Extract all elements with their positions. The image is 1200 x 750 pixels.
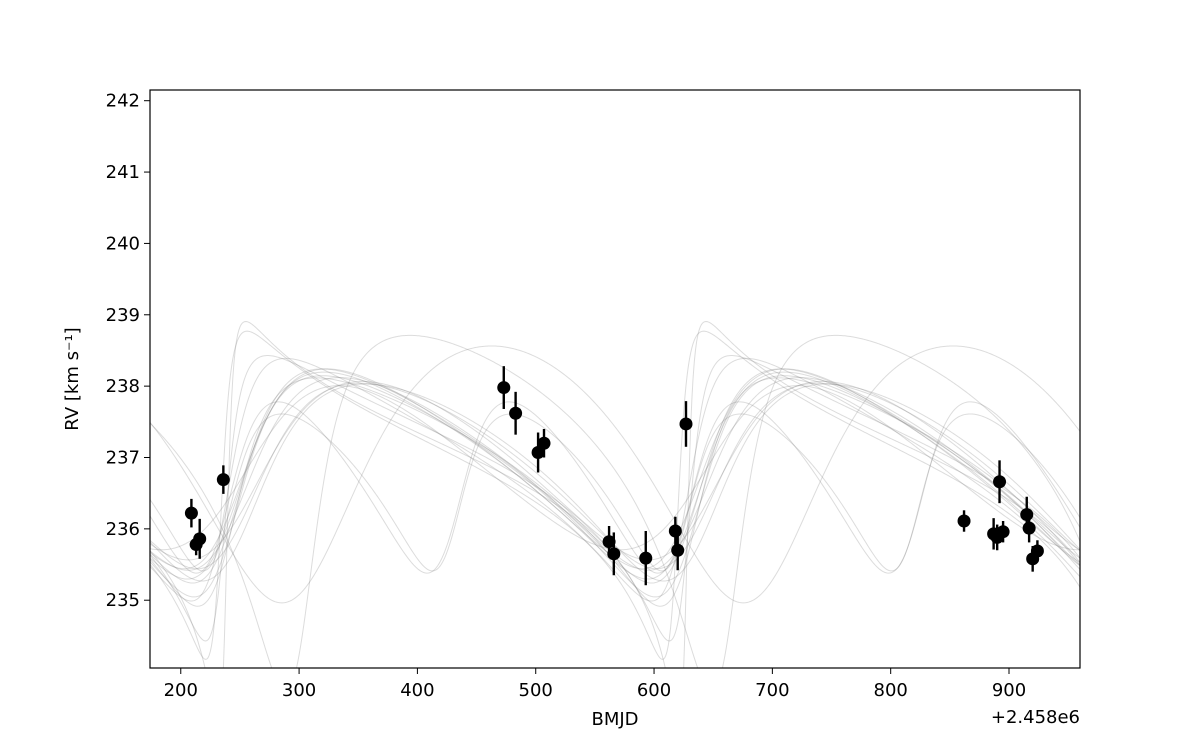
x-axis-ticks: 200 300 400 500 600 700 800 900 bbox=[164, 668, 1026, 701]
data-point bbox=[668, 524, 682, 538]
y-tick-label: 239 bbox=[106, 305, 140, 326]
data-point bbox=[1022, 521, 1036, 535]
data-point bbox=[993, 475, 1007, 489]
y-axis-ticks: 235 236 237 238 239 240 241 242 bbox=[106, 91, 150, 611]
x-tick-label: 500 bbox=[519, 680, 553, 701]
plot-area-background bbox=[150, 90, 1080, 668]
x-axis-label: BMJD bbox=[591, 709, 638, 730]
x-tick-label: 200 bbox=[164, 680, 198, 701]
data-point bbox=[602, 535, 616, 549]
y-tick-label: 240 bbox=[106, 233, 140, 254]
data-point bbox=[509, 406, 523, 420]
model-curve bbox=[150, 401, 1080, 574]
data-point bbox=[607, 547, 621, 561]
data-point bbox=[957, 514, 971, 528]
y-tick-label: 235 bbox=[106, 590, 140, 611]
data-point bbox=[497, 381, 511, 395]
data-point bbox=[639, 551, 653, 565]
x-tick-label: 300 bbox=[282, 680, 316, 701]
model-curve bbox=[150, 334, 1080, 668]
y-tick-label: 237 bbox=[106, 447, 140, 468]
x-tick-label: 700 bbox=[755, 680, 789, 701]
y-axis-label: RV [km s⁻¹] bbox=[62, 327, 83, 430]
data-point bbox=[1020, 508, 1034, 522]
x-tick-label: 800 bbox=[874, 680, 908, 701]
data-point bbox=[537, 436, 551, 450]
data-point bbox=[193, 532, 207, 546]
data-point bbox=[216, 473, 230, 487]
data-point bbox=[671, 543, 685, 557]
data-point bbox=[996, 525, 1010, 539]
y-tick-label: 236 bbox=[106, 519, 140, 540]
y-tick-label: 241 bbox=[106, 162, 140, 183]
data-point bbox=[531, 445, 545, 459]
x-tick-label: 400 bbox=[400, 680, 434, 701]
x-axis-offset-label: +2.458e6 bbox=[991, 707, 1080, 728]
data-point bbox=[1030, 544, 1044, 558]
model-curve bbox=[150, 345, 1080, 604]
data-points bbox=[184, 366, 1044, 586]
x-tick-label: 600 bbox=[637, 680, 671, 701]
y-tick-label: 238 bbox=[106, 376, 140, 397]
model-curve bbox=[150, 413, 1080, 572]
data-point bbox=[679, 417, 693, 431]
data-point bbox=[184, 506, 198, 520]
x-tick-label: 900 bbox=[992, 680, 1026, 701]
y-tick-label: 242 bbox=[106, 91, 140, 112]
plot-frame bbox=[149, 89, 1081, 669]
